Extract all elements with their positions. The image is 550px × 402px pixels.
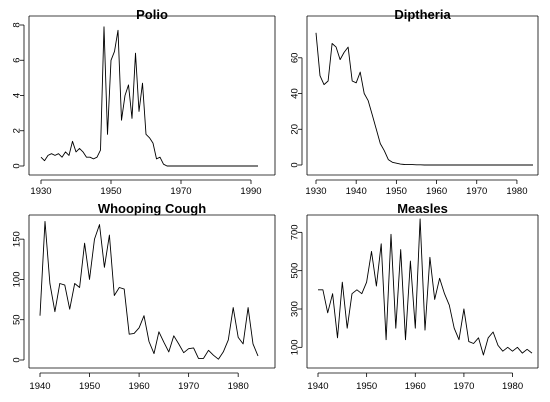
- y-tick-label: 0: [12, 357, 23, 362]
- y-tick-label: 0: [12, 163, 23, 168]
- x-tick-label: 1970: [453, 381, 474, 392]
- y-tick-label: 20: [290, 124, 301, 135]
- x-tick-label: 1980: [502, 381, 523, 392]
- y-tick-label: 150: [12, 231, 23, 247]
- chart-title: Diptheria: [394, 7, 451, 22]
- x-tick-label: 1950: [356, 381, 377, 392]
- y-tick-label: 2: [12, 128, 23, 133]
- x-tick-label: 1930: [305, 186, 326, 197]
- y-tick-label: 40: [290, 88, 301, 99]
- x-tick-label: 1940: [346, 186, 367, 197]
- y-tick-label: 100: [290, 339, 301, 355]
- chart-panel-4: Measles 1940 1950 1960 1970 1980 100 300 500 700: [290, 201, 539, 392]
- x-tick-label: 1960: [129, 381, 150, 392]
- x-tick-label: 1950: [79, 381, 100, 392]
- x-tick-label: 1950: [100, 186, 121, 197]
- chart-panel-1: Polio 1930 1950 1970 1990 0 2 4 6 8: [12, 7, 276, 197]
- y-tick-label: 0: [290, 162, 301, 167]
- series-line-1: [318, 218, 533, 356]
- x-tick-label: 1930: [30, 186, 51, 197]
- y-tick-label: 50: [12, 314, 23, 325]
- y-tick-label: 700: [290, 224, 301, 240]
- y-tick-label: 8: [12, 22, 23, 27]
- x-tick-label: 1940: [29, 381, 50, 392]
- y-tick-label: 300: [290, 301, 301, 317]
- series-line-1: [39, 220, 259, 360]
- x-tick-label: 1980: [506, 186, 527, 197]
- x-tick-label: 1980: [228, 381, 249, 392]
- x-tick-label: 1960: [405, 381, 426, 392]
- chart-panel-3: Whooping Cough 1940 1950 1960 1970 1980 0 50 100…: [12, 201, 276, 392]
- y-tick-label: 4: [12, 93, 23, 98]
- y-tick-label: 100: [12, 271, 23, 287]
- series-line-1: [40, 26, 258, 167]
- x-tick-label: 1970: [178, 381, 199, 392]
- y-tick-label: 60: [290, 53, 301, 64]
- chart-panel-2: Diptheria 1930 1940 1950 1960 1970 1980 0 20 40 60: [290, 7, 539, 197]
- chart-title: Measles: [397, 201, 448, 216]
- x-tick-label: 1950: [386, 186, 407, 197]
- x-tick-label: 1940: [307, 381, 328, 392]
- chart-title: Polio: [136, 7, 168, 22]
- x-tick-label: 1970: [170, 186, 191, 197]
- x-tick-label: 1970: [466, 186, 487, 197]
- x-tick-label: 1990: [240, 186, 261, 197]
- y-tick-label: 6: [12, 58, 23, 63]
- x-tick-label: 1960: [426, 186, 447, 197]
- y-tick-label: 500: [290, 263, 301, 279]
- chart-title: Whooping Cough: [98, 201, 206, 216]
- series-line-1: [315, 32, 533, 166]
